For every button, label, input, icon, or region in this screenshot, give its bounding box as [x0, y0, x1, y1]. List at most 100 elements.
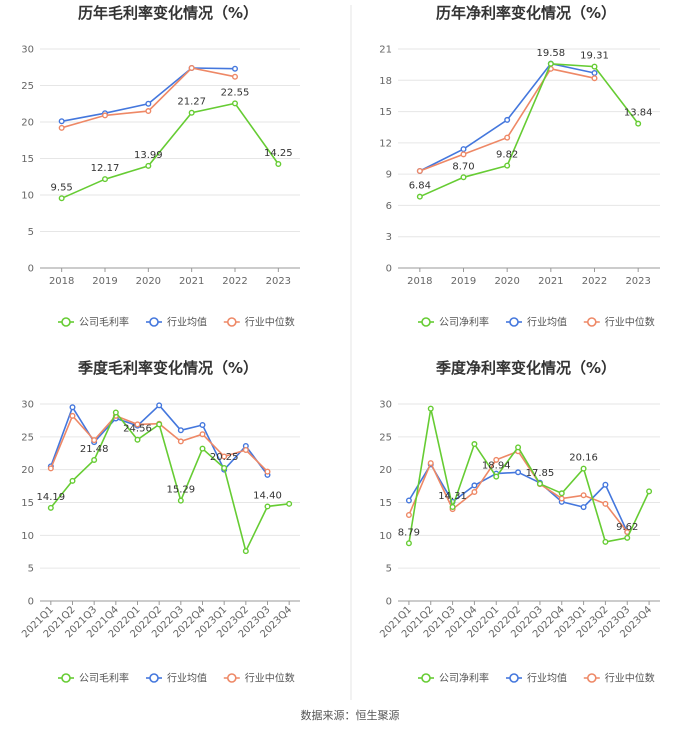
legend-label: 行业中位数	[245, 672, 295, 685]
legend-marker	[227, 317, 237, 327]
legend-item[interactable]: 行业均值	[146, 672, 207, 685]
chart-panel-0: 历年毛利率变化情况（%） 0 5 10 15 20 25 30 2018 2019 2020 2021…	[21, 4, 300, 329]
data-point	[416, 193, 423, 200]
legend-item[interactable]: 行业均值	[506, 672, 567, 685]
data-point	[646, 488, 653, 495]
data-point	[221, 453, 228, 460]
data-label: 20.16	[569, 453, 598, 464]
chart-title: 历年毛利率变化情况（%）	[78, 4, 258, 22]
data-point	[134, 421, 141, 428]
legend-marker	[149, 317, 159, 327]
data-point	[145, 100, 152, 107]
legend-label: 行业中位数	[605, 316, 655, 329]
series-line	[50, 404, 269, 476]
y-tick-label: 10	[21, 531, 34, 542]
data-point	[515, 444, 522, 451]
legend-item[interactable]: 公司毛利率	[58, 672, 129, 685]
data-point	[177, 438, 184, 445]
legend-marker	[149, 673, 159, 683]
data-point	[460, 146, 467, 153]
series-0: 8.79 14.31 18.94 17.85 20.16 9.62	[398, 405, 653, 547]
x-tick-label: 2019	[92, 276, 117, 287]
y-tick-label: 30	[21, 400, 34, 411]
data-point	[58, 195, 65, 202]
legend-item[interactable]: 行业中位数	[583, 316, 655, 329]
data-point	[69, 477, 76, 484]
legend-item[interactable]: 公司净利率	[418, 672, 489, 685]
x-tick-label: 2018	[407, 276, 432, 287]
data-point	[221, 465, 228, 472]
data-label: 13.99	[134, 150, 163, 161]
series-line	[61, 102, 279, 200]
data-label: 21.48	[80, 444, 109, 455]
x-tick-label: 2020	[494, 276, 519, 287]
legend-item[interactable]: 行业均值	[506, 316, 567, 329]
y-tick-label: 15	[21, 154, 34, 165]
data-point	[515, 469, 522, 476]
data-point	[242, 548, 249, 555]
legend-item[interactable]: 行业中位数	[223, 316, 295, 329]
y-tick-label: 25	[21, 81, 34, 92]
data-label: 14.19	[37, 492, 66, 503]
data-label: 14.40	[253, 490, 282, 501]
data-point	[536, 480, 543, 487]
series-2	[58, 64, 238, 131]
y-tick-label: 20	[379, 465, 392, 476]
data-point	[69, 404, 76, 411]
legend: 公司毛利率 行业均值 行业中位数	[58, 672, 295, 685]
data-point	[558, 490, 565, 497]
legend-marker	[509, 673, 519, 683]
chart-title: 历年净利率变化情况（%）	[436, 4, 616, 22]
data-point	[101, 176, 108, 183]
legend-item[interactable]: 公司毛利率	[58, 316, 129, 329]
data-point	[199, 445, 206, 452]
x-tick-label: 2018	[49, 276, 74, 287]
legend-item[interactable]: 公司净利率	[418, 316, 489, 329]
data-point	[602, 481, 609, 488]
data-point	[471, 488, 478, 495]
data-point	[460, 151, 467, 158]
data-point	[156, 421, 163, 428]
y-tick-label: 0	[28, 264, 34, 275]
legend-label: 行业均值	[167, 672, 207, 685]
series-0: 9.55 12.17 13.99 21.27 22.55 14.25	[51, 87, 293, 202]
y-tick-label: 20	[21, 118, 34, 129]
data-point	[156, 402, 163, 409]
legend-label: 公司净利率	[439, 316, 489, 329]
y-tick-label: 21	[379, 45, 392, 56]
y-tick-label: 15	[379, 498, 392, 509]
data-point	[460, 174, 467, 181]
y-tick-label: 20	[21, 465, 34, 476]
legend-item[interactable]: 行业中位数	[223, 672, 295, 685]
legend-label: 行业中位数	[245, 316, 295, 329]
data-point	[580, 492, 587, 499]
series-1	[47, 402, 271, 478]
data-point	[493, 473, 500, 480]
series-line	[61, 67, 236, 129]
y-tick-label: 5	[28, 564, 34, 575]
data-label: 8.79	[398, 527, 420, 538]
data-point	[58, 124, 65, 131]
legend-label: 行业均值	[527, 316, 567, 329]
data-point	[199, 422, 206, 429]
data-label: 18.94	[482, 461, 511, 472]
data-label: 9.62	[616, 522, 638, 533]
data-point	[58, 118, 65, 125]
data-point	[188, 109, 195, 116]
x-tick-label: 2023	[266, 276, 291, 287]
y-tick-label: 30	[379, 400, 392, 411]
series-line	[50, 410, 290, 554]
data-label: 22.55	[221, 87, 250, 98]
legend-item[interactable]: 行业中位数	[583, 672, 655, 685]
y-tick-label: 10	[379, 531, 392, 542]
data-point	[112, 409, 119, 416]
legend-item[interactable]: 行业均值	[146, 316, 207, 329]
data-point	[471, 482, 478, 489]
data-point	[47, 504, 54, 511]
data-point	[264, 468, 271, 475]
data-point	[91, 456, 98, 463]
legend-label: 公司毛利率	[79, 672, 129, 685]
data-point	[591, 69, 598, 76]
y-tick-label: 12	[379, 138, 392, 149]
